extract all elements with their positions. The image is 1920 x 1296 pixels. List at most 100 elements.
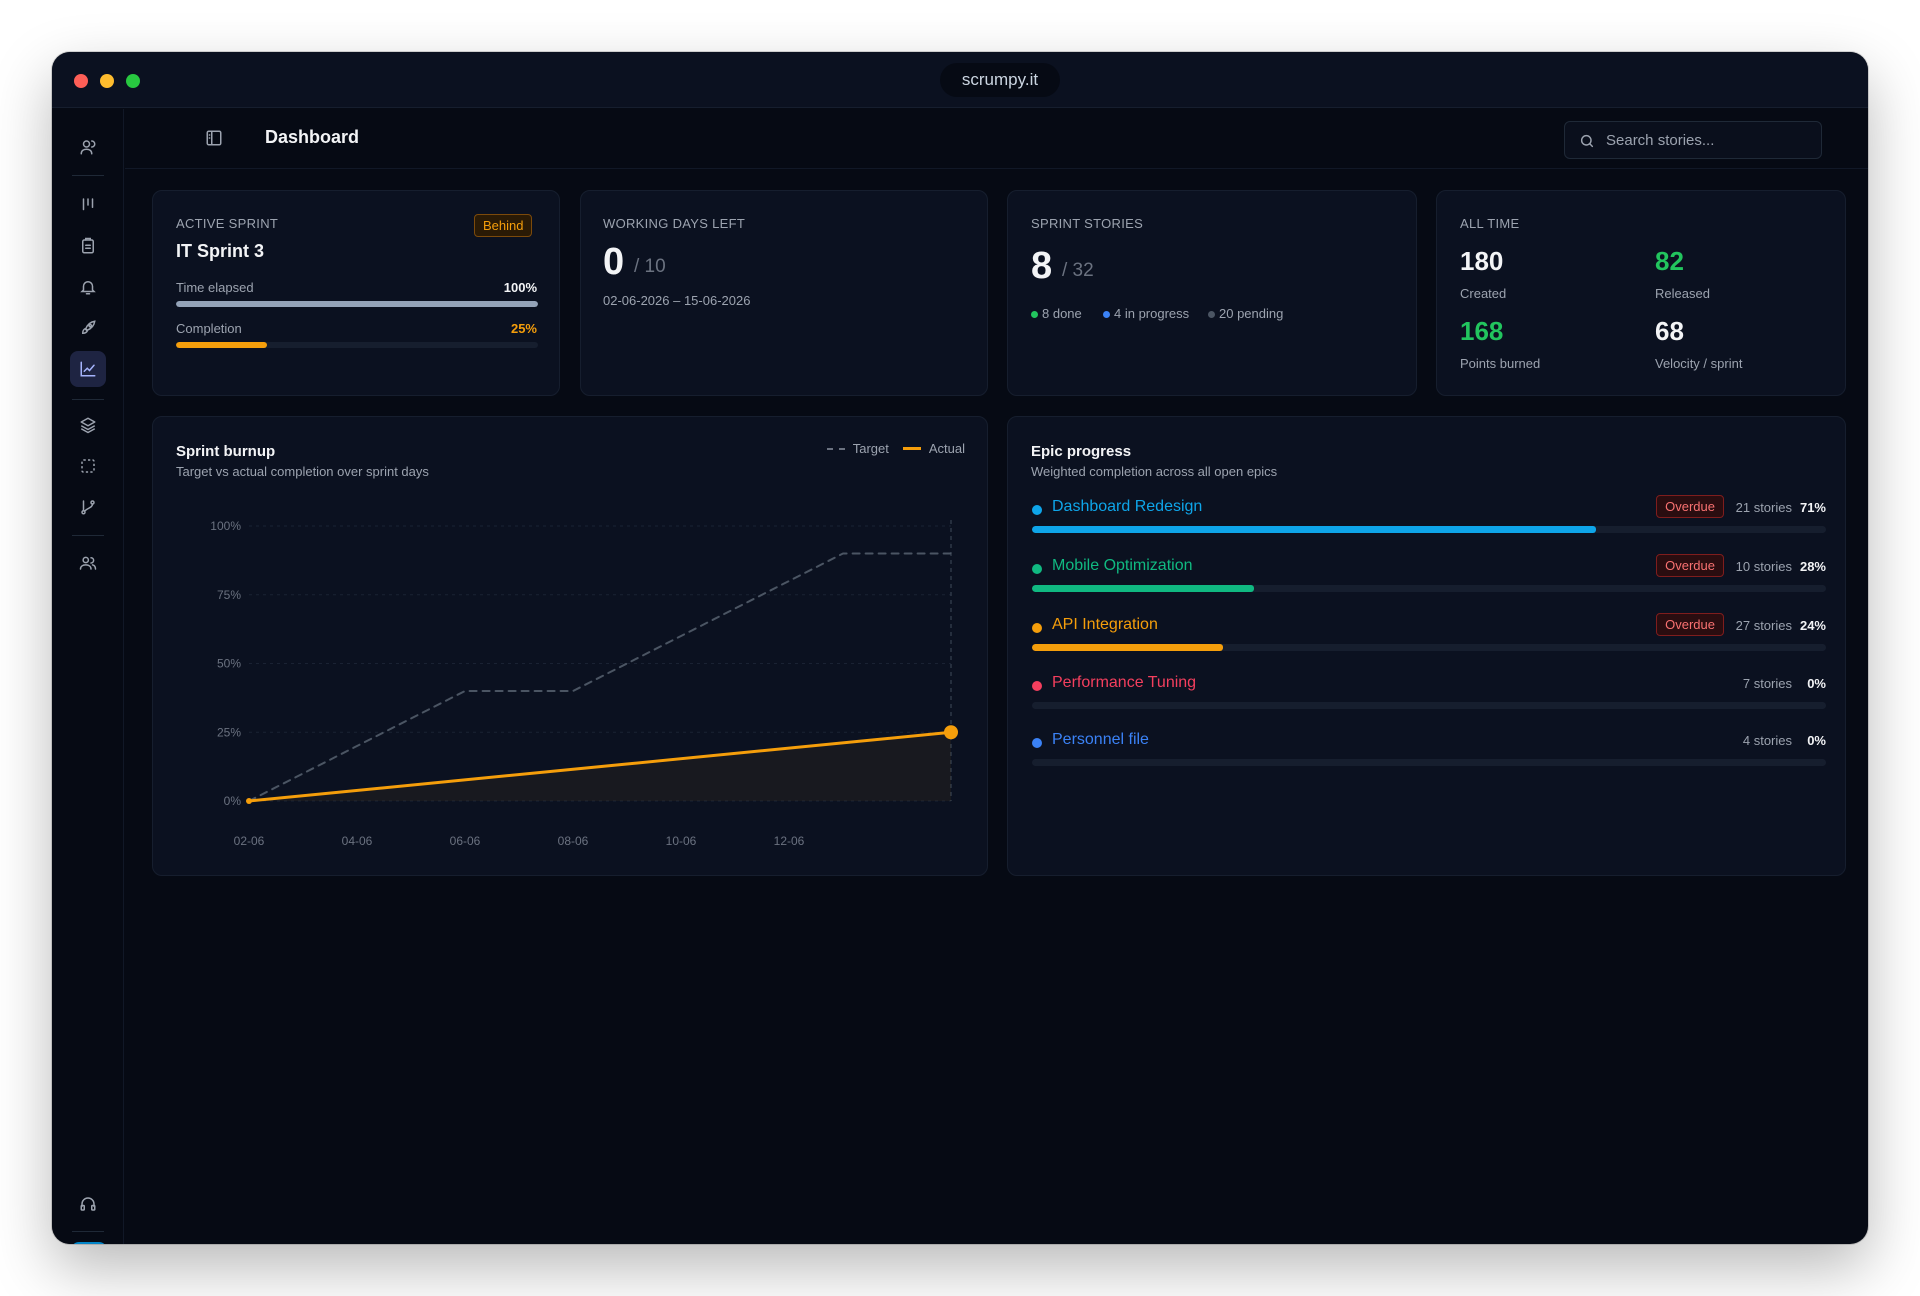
epic-progress-fill: [1032, 526, 1596, 533]
in-progress-dot: [1103, 311, 1110, 319]
epic-row[interactable]: API Integration 24% 27 stories Overdue: [1032, 613, 1826, 666]
target-line: [248, 552, 952, 802]
burnup-legend: Target Actual: [826, 441, 965, 456]
status-badge: Behind: [474, 214, 533, 237]
y-tick-label: 25%: [217, 725, 241, 739]
epic-progress-bar: [1032, 644, 1826, 651]
points-burned-value: 168: [1460, 316, 1504, 346]
velocity-label: Velocity / sprint: [1655, 356, 1743, 371]
epic-story-count: 10 stories: [1735, 559, 1792, 574]
working-days-value: 0: [603, 241, 625, 283]
epic-row[interactable]: Mobile Optimization 28% 10 stories Overdue: [1032, 554, 1826, 607]
all-time-card[interactable]: ALL TIME 180 Created 82 Released 168 Poi…: [1436, 190, 1846, 396]
epic-title: Epic progress: [1031, 443, 1132, 460]
in-progress-legend: 4 in progress: [1103, 306, 1189, 321]
kanban-icon[interactable]: [70, 187, 106, 223]
in-progress-count: 4 in progress: [1114, 306, 1190, 321]
search-input[interactable]: Search stories...: [1564, 121, 1822, 159]
epic-name[interactable]: Performance Tuning: [1052, 674, 1197, 691]
done-dot: [1031, 311, 1038, 319]
epic-row[interactable]: Dashboard Redesign 71% 21 stories Overdue: [1032, 495, 1826, 548]
clipboard-icon[interactable]: [70, 228, 106, 264]
headset-icon[interactable]: [70, 1186, 106, 1222]
burnup-chart: 100% 75% 50% 25% 0% 02-06 04-06 06-06 08-06 10-06…: [210, 519, 958, 848]
time-elapsed-label: Time elapsed: [176, 280, 254, 295]
sprint-stories-label: SPRINT STORIES: [1031, 216, 1144, 231]
epic-story-count: 4 stories: [1742, 733, 1792, 748]
epic-percent: 24%: [1799, 618, 1826, 633]
page-title: Dashboard: [265, 127, 360, 147]
epic-color-dot: [1032, 623, 1042, 633]
completion-bar: [176, 342, 538, 348]
x-tick-label: 10-06: [666, 834, 697, 848]
epic-row[interactable]: Personnel file 0% 4 stories: [1032, 731, 1826, 781]
y-tick-label: 50%: [217, 657, 241, 671]
created-label: Created: [1460, 286, 1507, 301]
y-tick-label: 75%: [217, 588, 241, 602]
git-branch-icon[interactable]: [70, 489, 106, 525]
app-window: scrumpy.it: [52, 52, 1868, 1244]
overdue-badge: Overdue: [1656, 613, 1724, 636]
team-icon[interactable]: [70, 545, 106, 581]
x-tick-label: 06-06: [450, 834, 481, 848]
epic-percent: 0%: [1807, 676, 1826, 691]
working-days-total: / 10: [634, 256, 666, 277]
epic-row[interactable]: Performance Tuning 0% 7 stories: [1032, 674, 1826, 724]
maximize-window-button[interactable]: [126, 74, 140, 88]
minimize-window-button[interactable]: [100, 74, 114, 88]
pending-legend: 20 pending: [1208, 306, 1283, 321]
burnup-subtitle: Target vs actual completion over sprint …: [176, 464, 429, 479]
epic-story-count: 27 stories: [1735, 618, 1792, 633]
page-header: Dashboard: [125, 109, 1868, 169]
epic-progress-bar: [1032, 759, 1826, 766]
sprint-date-range: 02-06-2026 – 15-06-2026: [603, 293, 751, 308]
done-legend: 8 done: [1031, 306, 1082, 321]
sidebar-toggle-icon[interactable]: [205, 129, 223, 147]
bell-icon[interactable]: [70, 269, 106, 305]
search-icon: [1579, 133, 1595, 149]
select-icon[interactable]: [70, 448, 106, 484]
x-tick-label: 04-06: [342, 834, 373, 848]
epic-progress-fill: [1032, 644, 1223, 651]
epic-progress-bar: [1032, 702, 1826, 709]
epic-name[interactable]: Dashboard Redesign: [1052, 498, 1203, 515]
epic-name[interactable]: Mobile Optimization: [1052, 557, 1193, 574]
epic-percent: 28%: [1799, 559, 1826, 574]
layers-icon[interactable]: [70, 407, 106, 443]
active-sprint-label: ACTIVE SPRINT: [176, 216, 279, 231]
working-days-card[interactable]: WORKING DAYS LEFT 0 / 10 02-06-2026 – 15…: [580, 190, 988, 396]
time-elapsed-bar: [176, 301, 538, 307]
x-tick-label: 08-06: [558, 834, 589, 848]
chart-icon[interactable]: [70, 351, 106, 387]
epic-story-count: 21 stories: [1735, 500, 1792, 515]
epic-name[interactable]: API Integration: [1052, 616, 1158, 633]
close-window-button[interactable]: [74, 74, 88, 88]
user-avatar[interactable]: AD: [71, 1242, 107, 1244]
epic-progress-bar: [1032, 526, 1826, 533]
actual-point: [246, 798, 252, 804]
epic-color-dot: [1032, 738, 1042, 748]
time-elapsed-fill: [176, 301, 538, 307]
epic-color-dot: [1032, 681, 1042, 691]
points-burned-label: Points burned: [1460, 356, 1541, 371]
working-days-label: WORKING DAYS LEFT: [603, 216, 746, 231]
rocket-icon[interactable]: [70, 310, 106, 346]
all-time-label: ALL TIME: [1460, 216, 1520, 231]
sidebar: AD: [52, 109, 124, 1244]
active-sprint-card[interactable]: ACTIVE SPRINT Behind IT Sprint 3 Time el…: [152, 190, 560, 396]
pending-count: 20 pending: [1219, 306, 1284, 321]
completion-label: Completion: [176, 321, 242, 336]
sprint-name: IT Sprint 3: [176, 241, 265, 261]
completion-value: 25%: [510, 321, 537, 336]
overdue-badge: Overdue: [1656, 554, 1724, 577]
sprint-stories-card[interactable]: SPRINT STORIES 8 / 32 8 done 4 in progre…: [1007, 190, 1417, 396]
epic-name[interactable]: Personnel file: [1052, 731, 1149, 748]
epic-percent: 71%: [1799, 500, 1826, 515]
actual-legend-label: Actual: [928, 441, 965, 456]
title-bar: scrumpy.it: [52, 52, 1868, 108]
released-value: 82: [1655, 246, 1684, 276]
burnup-title: Sprint burnup: [176, 443, 276, 460]
time-elapsed-value: 100%: [503, 280, 537, 295]
users-icon[interactable]: [70, 129, 106, 165]
done-count: 8 done: [1042, 306, 1082, 321]
